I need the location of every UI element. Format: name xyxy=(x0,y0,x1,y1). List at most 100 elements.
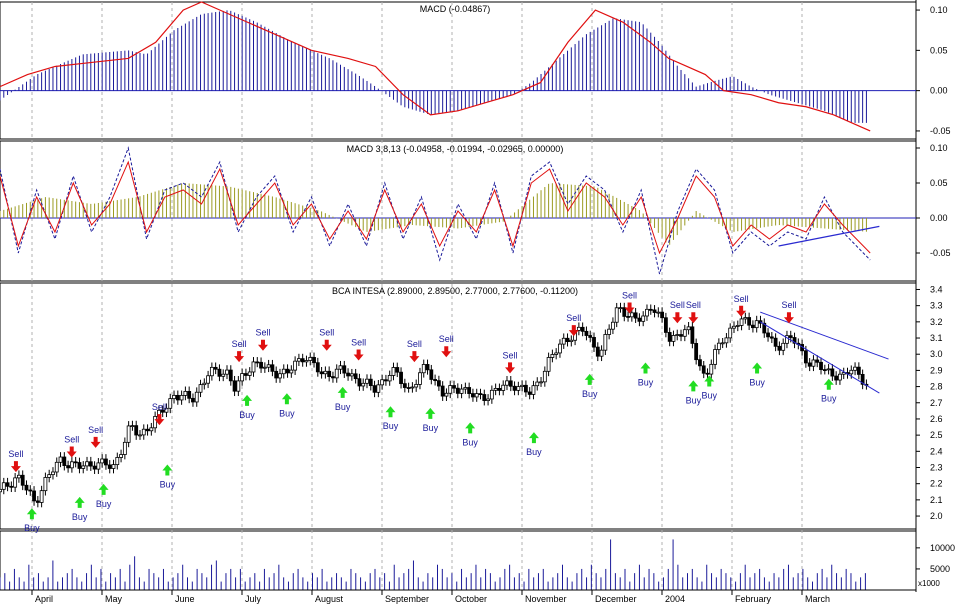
price-candle xyxy=(406,387,411,389)
price-candle xyxy=(626,316,630,318)
price-candle xyxy=(838,373,842,381)
sell-arrow-icon xyxy=(624,302,635,314)
gridlines: 0.10 0.05 0.00 -0.05 0.10 0.05 0.00 -0.05 3.4 3.3… xyxy=(31,2,955,590)
price-candle xyxy=(62,456,67,466)
price-candle xyxy=(569,339,574,343)
price-candle xyxy=(675,334,680,336)
price-candle xyxy=(293,360,298,371)
price-candle xyxy=(478,393,483,396)
price-candle xyxy=(819,361,823,370)
price-candle xyxy=(368,378,373,387)
price-candle xyxy=(493,388,498,391)
price-candle xyxy=(622,307,627,317)
price-candle xyxy=(860,374,865,385)
buy-arrow-icon xyxy=(385,406,396,418)
price-candle xyxy=(100,458,105,464)
price-candle xyxy=(592,337,596,348)
price-candle xyxy=(448,385,453,394)
price-candle xyxy=(501,384,506,391)
price-candle xyxy=(20,474,25,486)
buy-arrow-icon xyxy=(26,508,37,520)
price-candle xyxy=(47,474,52,478)
price-candle xyxy=(660,311,665,319)
buy-signal-label: Buy xyxy=(383,421,399,431)
price-candle xyxy=(164,407,169,413)
sell-arrow-icon xyxy=(568,325,579,337)
price-candle xyxy=(296,358,301,362)
buy-signal-label: Buy xyxy=(72,512,88,522)
y-tick-label: 2.9 xyxy=(930,365,943,375)
price-candle xyxy=(39,490,44,503)
sell-signal-label: Sell xyxy=(351,337,366,347)
x-tick-label: July xyxy=(245,594,262,604)
sell-signal-label: Sell xyxy=(255,328,270,338)
price-candle xyxy=(391,367,396,376)
price-candle xyxy=(357,378,362,387)
price-candle xyxy=(54,461,59,473)
sell-signal-label: Sell xyxy=(670,300,685,310)
buy-arrow-icon xyxy=(337,386,348,398)
price-panel-title: BCA INTESA (2.89000, 2.89500, 2.77000, 2… xyxy=(332,286,578,296)
price-candle xyxy=(414,383,419,388)
x-axis: April May June July August September October No… xyxy=(0,589,916,604)
y-tick-label: 0.00 xyxy=(930,213,948,223)
price-candle xyxy=(119,454,123,458)
macd-3-8-13-panel-title: MACD 3,8,13 (-0.04958, -0.01994, -0.0296… xyxy=(347,144,564,154)
price-candle xyxy=(270,364,275,372)
y-tick-label: 2.7 xyxy=(930,398,943,408)
volume-panel xyxy=(0,539,866,590)
price-candle xyxy=(213,366,218,370)
sell-arrow-icon xyxy=(783,312,794,324)
price-candle xyxy=(489,389,494,400)
price-candle xyxy=(96,462,101,470)
price-candle xyxy=(153,416,158,429)
price-candle xyxy=(24,484,29,491)
price-candle xyxy=(315,362,320,373)
price-candle xyxy=(803,350,808,364)
y-tick-label: 2.3 xyxy=(930,463,943,473)
y-tick-label: 0.10 xyxy=(930,143,948,153)
y-tick-label: 3.2 xyxy=(930,317,943,327)
sell-arrow-icon xyxy=(154,414,165,426)
price-candle xyxy=(183,390,188,396)
price-candle xyxy=(300,358,305,363)
sell-arrow-icon xyxy=(353,349,364,361)
sell-arrow-icon xyxy=(672,312,683,324)
x-tick-label: March xyxy=(805,594,830,604)
price-candle xyxy=(43,477,48,492)
price-candle xyxy=(497,388,502,391)
price-candle xyxy=(187,390,192,399)
price-candle xyxy=(1,482,6,490)
buy-signal-label: Buy xyxy=(279,408,295,418)
buy-signal-label: Buy xyxy=(821,394,837,404)
buy-signal-label: Buy xyxy=(160,480,176,490)
price-candle xyxy=(221,373,226,377)
price-candle xyxy=(217,368,222,377)
price-candle xyxy=(463,387,468,390)
price-candle xyxy=(565,337,570,343)
price-candle xyxy=(425,364,430,371)
price-candle xyxy=(550,354,555,358)
price-candle xyxy=(785,335,789,344)
price-candle xyxy=(32,490,36,502)
buy-signal-label: Buy xyxy=(686,395,702,405)
price-candle xyxy=(531,385,536,395)
price-candle xyxy=(539,381,543,384)
price-candle xyxy=(520,384,525,388)
price-candle xyxy=(811,359,816,367)
price-candle xyxy=(698,359,702,367)
buy-arrow-icon xyxy=(465,422,476,434)
price-candle xyxy=(73,461,78,464)
price-candle xyxy=(308,357,313,361)
price-candle xyxy=(92,465,97,470)
price-candle xyxy=(841,372,846,375)
buy-signal-label: Buy xyxy=(24,523,40,533)
price-candle xyxy=(77,462,82,469)
price-candle xyxy=(762,322,767,334)
price-candle xyxy=(149,427,154,432)
panel-frame-3 xyxy=(0,282,917,530)
price-candle xyxy=(236,380,241,392)
price-candle xyxy=(486,398,490,401)
price-candle xyxy=(648,308,653,311)
